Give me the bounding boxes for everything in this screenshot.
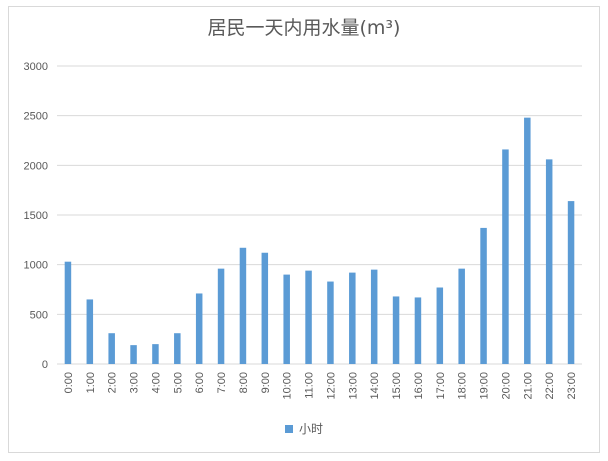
- bar: [86, 299, 94, 364]
- y-tick-label: 0: [42, 359, 48, 371]
- x-tick-label: 2:00: [107, 372, 119, 393]
- bar: [392, 296, 400, 364]
- chart-title: 居民一天内用水量(m³): [207, 17, 401, 39]
- bar: [239, 247, 247, 364]
- x-tick-label: 6:00: [194, 372, 206, 393]
- x-tick-label: 0:00: [63, 372, 75, 393]
- y-tick-label: 1000: [24, 260, 48, 272]
- x-tick-label: 7:00: [216, 372, 228, 393]
- legend-swatch: [284, 424, 293, 433]
- bar: [524, 117, 531, 364]
- y-tick-label: 3000: [24, 61, 48, 73]
- x-tick-label: 12:00: [325, 372, 337, 400]
- y-tick-label: 2500: [24, 111, 48, 123]
- x-tick-label: 13:00: [347, 372, 359, 400]
- x-tick-label: 23:00: [566, 372, 578, 400]
- y-tick-label: 500: [30, 309, 48, 321]
- bar: [567, 201, 575, 364]
- bar: [436, 287, 444, 364]
- bar: [261, 252, 269, 364]
- x-tick-label: 5:00: [172, 372, 184, 393]
- bar: [545, 159, 553, 364]
- bar: [283, 274, 290, 364]
- x-tick-label: 20:00: [500, 372, 512, 400]
- bar: [414, 297, 422, 364]
- bar: [64, 261, 72, 364]
- x-tick-label: 10:00: [282, 372, 294, 400]
- x-tick-label: 21:00: [522, 372, 534, 400]
- x-tick-label: 8:00: [238, 372, 250, 393]
- bar: [217, 268, 225, 364]
- bar: [480, 227, 487, 364]
- x-tick-label: 14:00: [369, 372, 381, 400]
- bar: [349, 272, 356, 364]
- y-tick-label: 2000: [24, 160, 48, 172]
- bar: [108, 333, 115, 364]
- x-tick-label: 4:00: [150, 372, 162, 393]
- x-tick-label: 22:00: [544, 372, 556, 400]
- bar: [327, 281, 334, 364]
- x-tick-label: 9:00: [260, 372, 272, 393]
- bar: [152, 344, 159, 364]
- bar: [458, 268, 465, 364]
- legend: 小时: [0, 420, 608, 437]
- bar: [195, 293, 203, 364]
- x-tick-label: 17:00: [435, 372, 447, 400]
- x-tick-label: 11:00: [304, 372, 316, 399]
- bar: [174, 333, 181, 364]
- chart-frame: [8, 6, 600, 453]
- bar: [370, 269, 378, 364]
- x-tick-label: 16:00: [413, 372, 425, 400]
- bar: [130, 345, 137, 364]
- x-tick-label: 19:00: [479, 372, 491, 400]
- legend-label: 小时: [298, 422, 323, 436]
- bar: [305, 270, 312, 364]
- x-tick-label: 3:00: [129, 372, 141, 393]
- x-tick-label: 1:00: [85, 372, 97, 393]
- y-tick-label: 1500: [24, 210, 48, 222]
- x-tick-label: 15:00: [391, 372, 403, 400]
- bar: [502, 149, 509, 364]
- x-tick-label: 18:00: [457, 372, 469, 400]
